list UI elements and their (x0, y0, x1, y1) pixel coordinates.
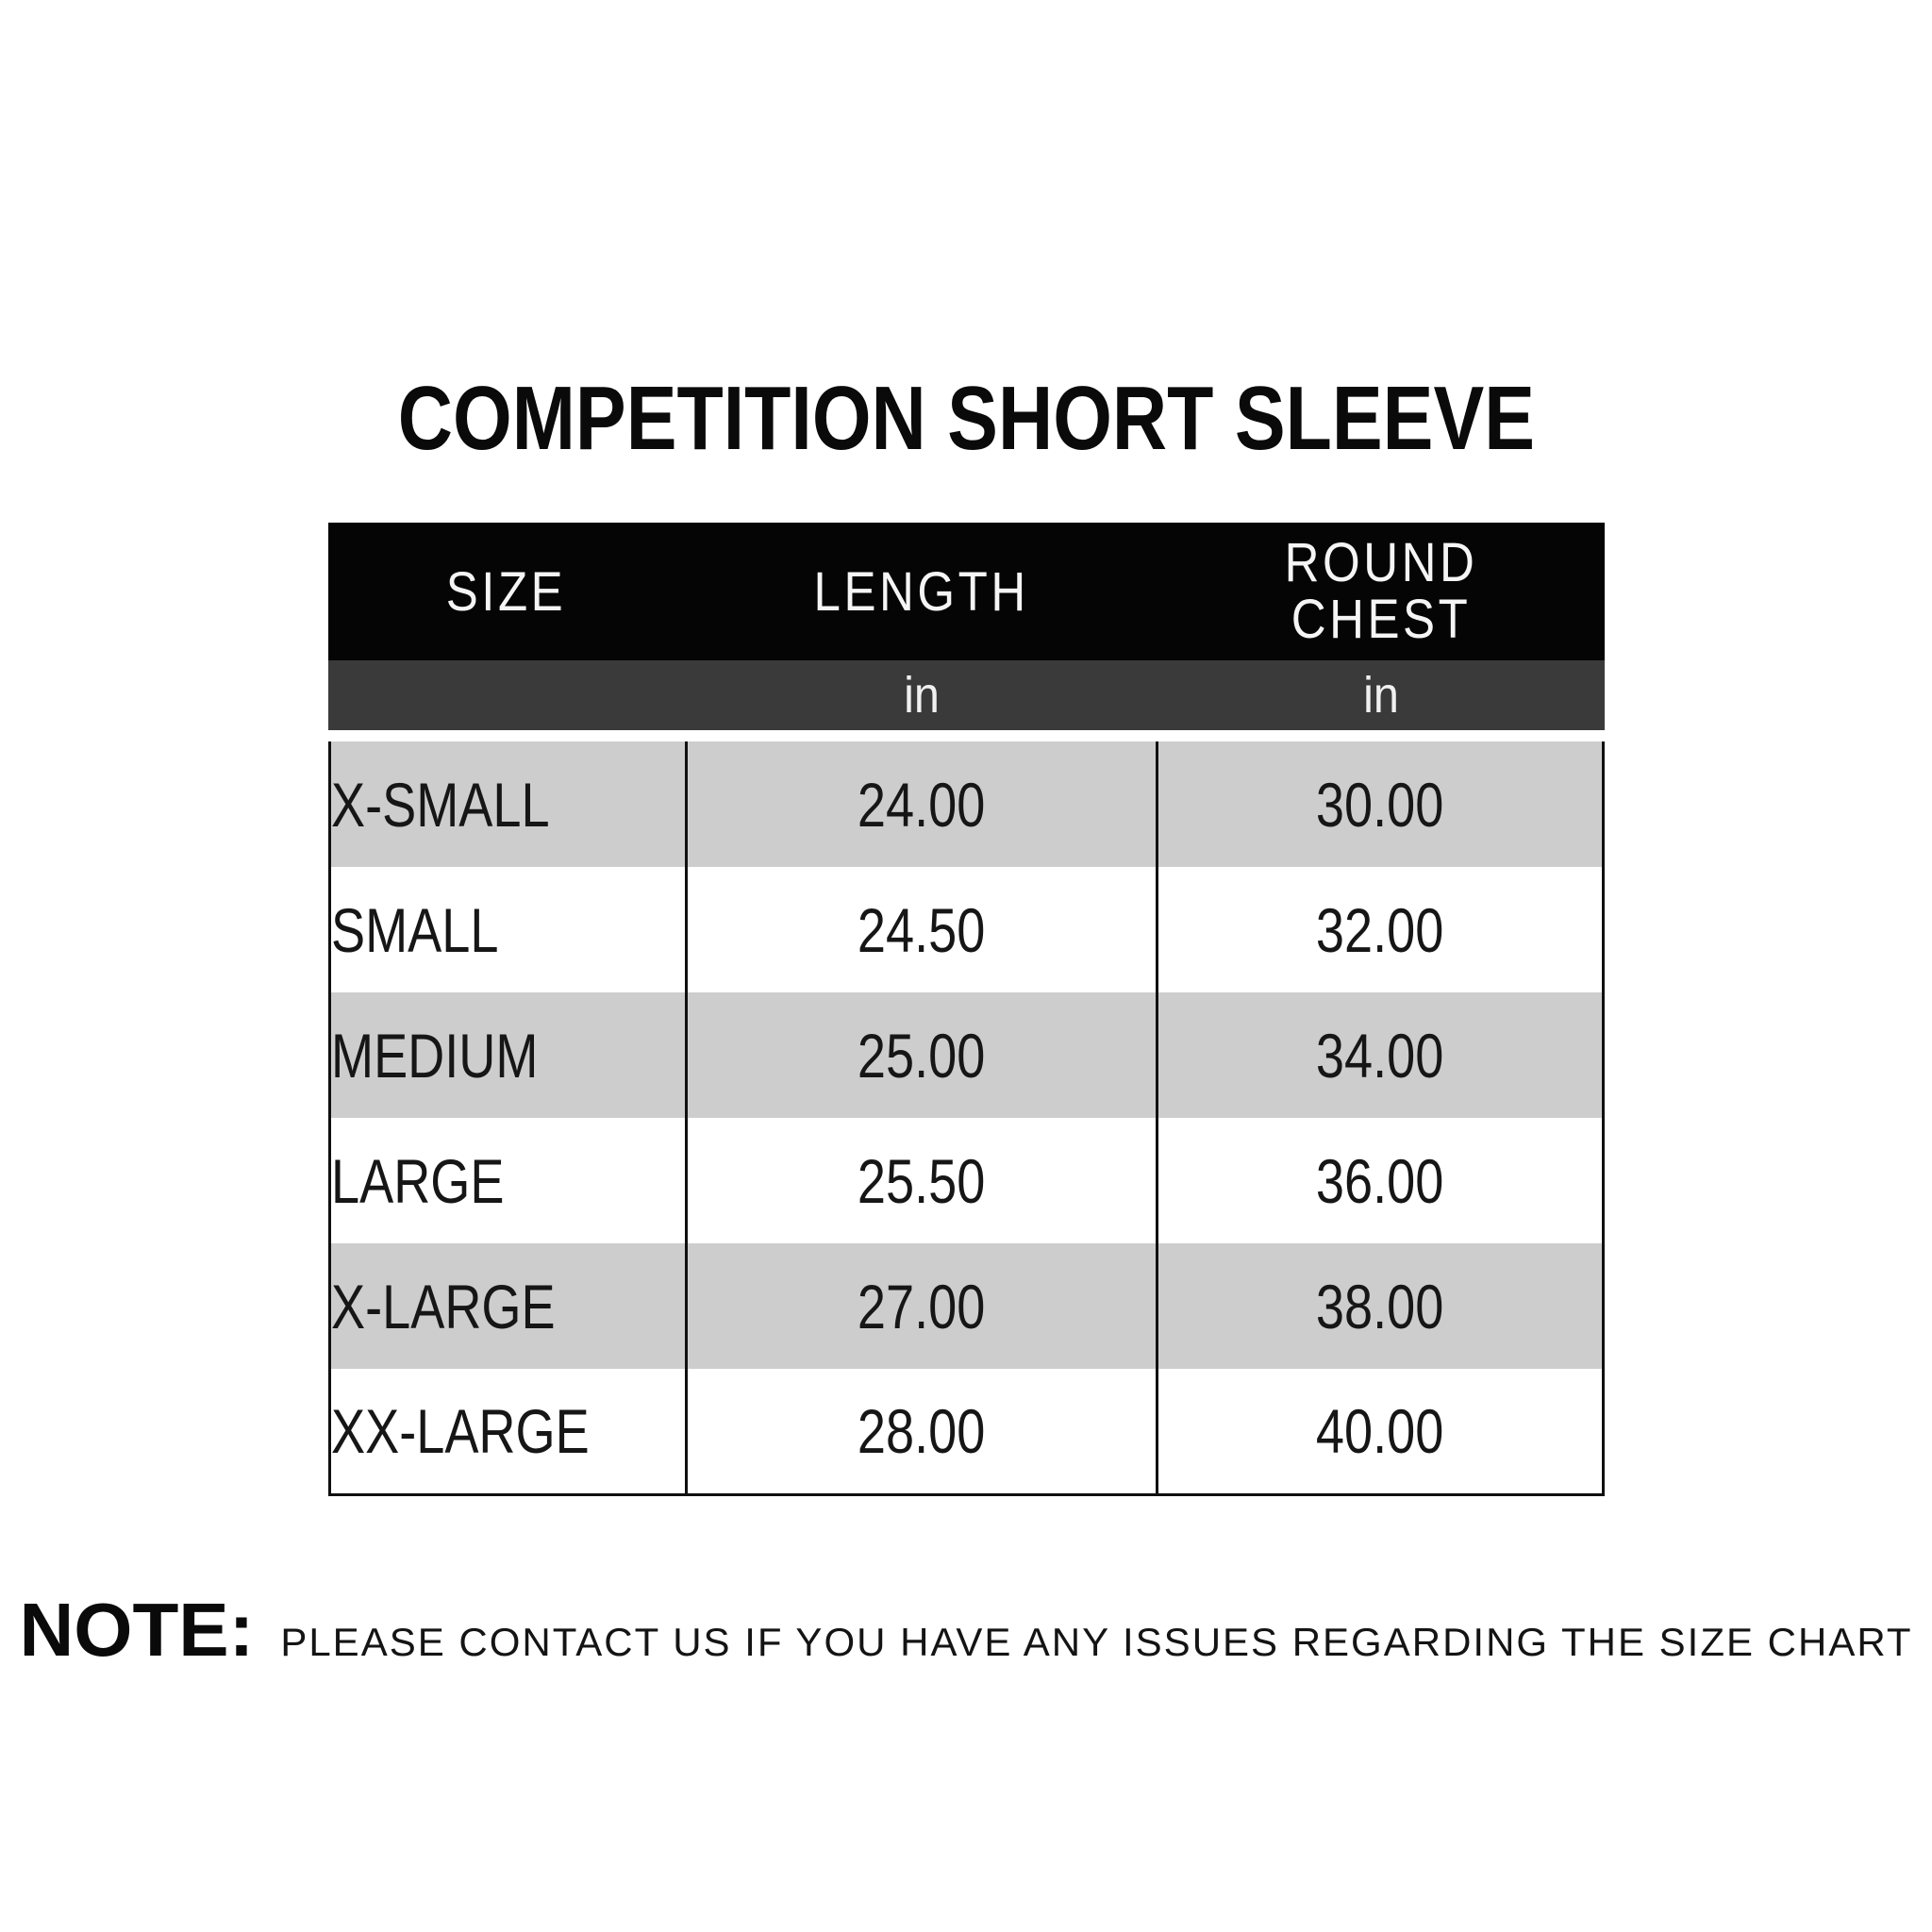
size-label: XX-LARGE (330, 1395, 590, 1466)
round-chest-value: 30.00 (1316, 769, 1444, 840)
table-row-large: LARGE 25.50 36.00 (329, 1118, 1603, 1243)
length-value: 24.00 (858, 769, 986, 840)
column-header-size-cell: SIZE (328, 560, 686, 624)
table-row-xsmall: X-SMALL 24.00 30.00 (329, 741, 1603, 867)
table-units-row: in in (327, 660, 1605, 730)
length-cell: 24.00 (684, 741, 1158, 867)
length-cell: 27.00 (684, 1243, 1158, 1369)
size-label: LARGE (330, 1145, 504, 1216)
round-chest-value: 34.00 (1316, 1020, 1444, 1091)
round-chest-value: 32.00 (1316, 894, 1444, 965)
note-label: NOTE: (19, 1587, 255, 1672)
size-cell: X-LARGE (329, 1243, 686, 1369)
column-header-length-cell: LENGTH (685, 560, 1158, 624)
size-label: X-SMALL (330, 769, 550, 840)
unit-length: in (903, 667, 940, 724)
page-title-text: COMPETITION SHORT SLEEVE (397, 368, 1535, 469)
length-value: 27.00 (858, 1271, 986, 1341)
size-cell: MEDIUM (329, 992, 686, 1118)
size-cell: SMALL (329, 867, 686, 992)
size-chart: SIZE LENGTH ROUND CHEST in in X-SMALL 24… (327, 523, 1605, 1496)
round-chest-cell: 38.00 (1156, 1243, 1603, 1369)
length-value: 25.00 (858, 1020, 986, 1091)
table-row-xlarge: X-LARGE 27.00 38.00 (329, 1243, 1603, 1369)
length-cell: 25.50 (684, 1118, 1158, 1243)
length-value: 28.00 (858, 1395, 986, 1466)
size-label: MEDIUM (330, 1020, 538, 1091)
column-header-size: SIZE (446, 560, 567, 623)
round-chest-cell: 34.00 (1156, 992, 1603, 1118)
round-chest-value: 40.00 (1316, 1395, 1444, 1466)
size-label: X-LARGE (330, 1271, 556, 1341)
length-value: 24.50 (858, 894, 986, 965)
round-chest-cell: 36.00 (1156, 1118, 1603, 1243)
table-row-xxlarge: XX-LARGE 28.00 40.00 (329, 1369, 1603, 1494)
units-length-cell: in (685, 666, 1158, 724)
size-label: SMALL (330, 894, 498, 965)
round-chest-cell: 40.00 (1156, 1369, 1603, 1494)
column-header-length: LENGTH (813, 560, 1029, 623)
page-title: COMPETITION SHORT SLEEVE (0, 0, 1932, 464)
round-chest-cell: 32.00 (1156, 867, 1603, 992)
table-row-medium: MEDIUM 25.00 34.00 (329, 992, 1603, 1118)
size-cell: LARGE (329, 1118, 686, 1243)
table-header-row: SIZE LENGTH ROUND CHEST (327, 523, 1605, 660)
round-chest-value: 38.00 (1316, 1271, 1444, 1341)
column-header-round-chest-cell: ROUND CHEST (1158, 531, 1605, 650)
size-cell: X-SMALL (329, 741, 686, 867)
table-row-small: SMALL 24.50 32.00 (329, 867, 1603, 992)
note-text: PLEASE CONTACT US IF YOU HAVE ANY ISSUES… (280, 1619, 1913, 1664)
units-round-chest-cell: in (1158, 666, 1605, 724)
column-header-round-chest: ROUND CHEST (1284, 531, 1478, 650)
length-cell: 28.00 (684, 1369, 1158, 1494)
note: NOTE: PLEASE CONTACT US IF YOU HAVE ANY … (0, 1587, 1932, 1674)
size-cell: XX-LARGE (329, 1369, 686, 1494)
length-cell: 25.00 (684, 992, 1158, 1118)
round-chest-cell: 30.00 (1156, 741, 1603, 867)
unit-round-chest: in (1362, 667, 1399, 724)
length-cell: 24.50 (684, 867, 1158, 992)
round-chest-value: 36.00 (1316, 1145, 1444, 1216)
size-table: X-SMALL 24.00 30.00 SMALL 24.50 32.00 ME… (327, 741, 1605, 1496)
length-value: 25.50 (858, 1145, 986, 1216)
